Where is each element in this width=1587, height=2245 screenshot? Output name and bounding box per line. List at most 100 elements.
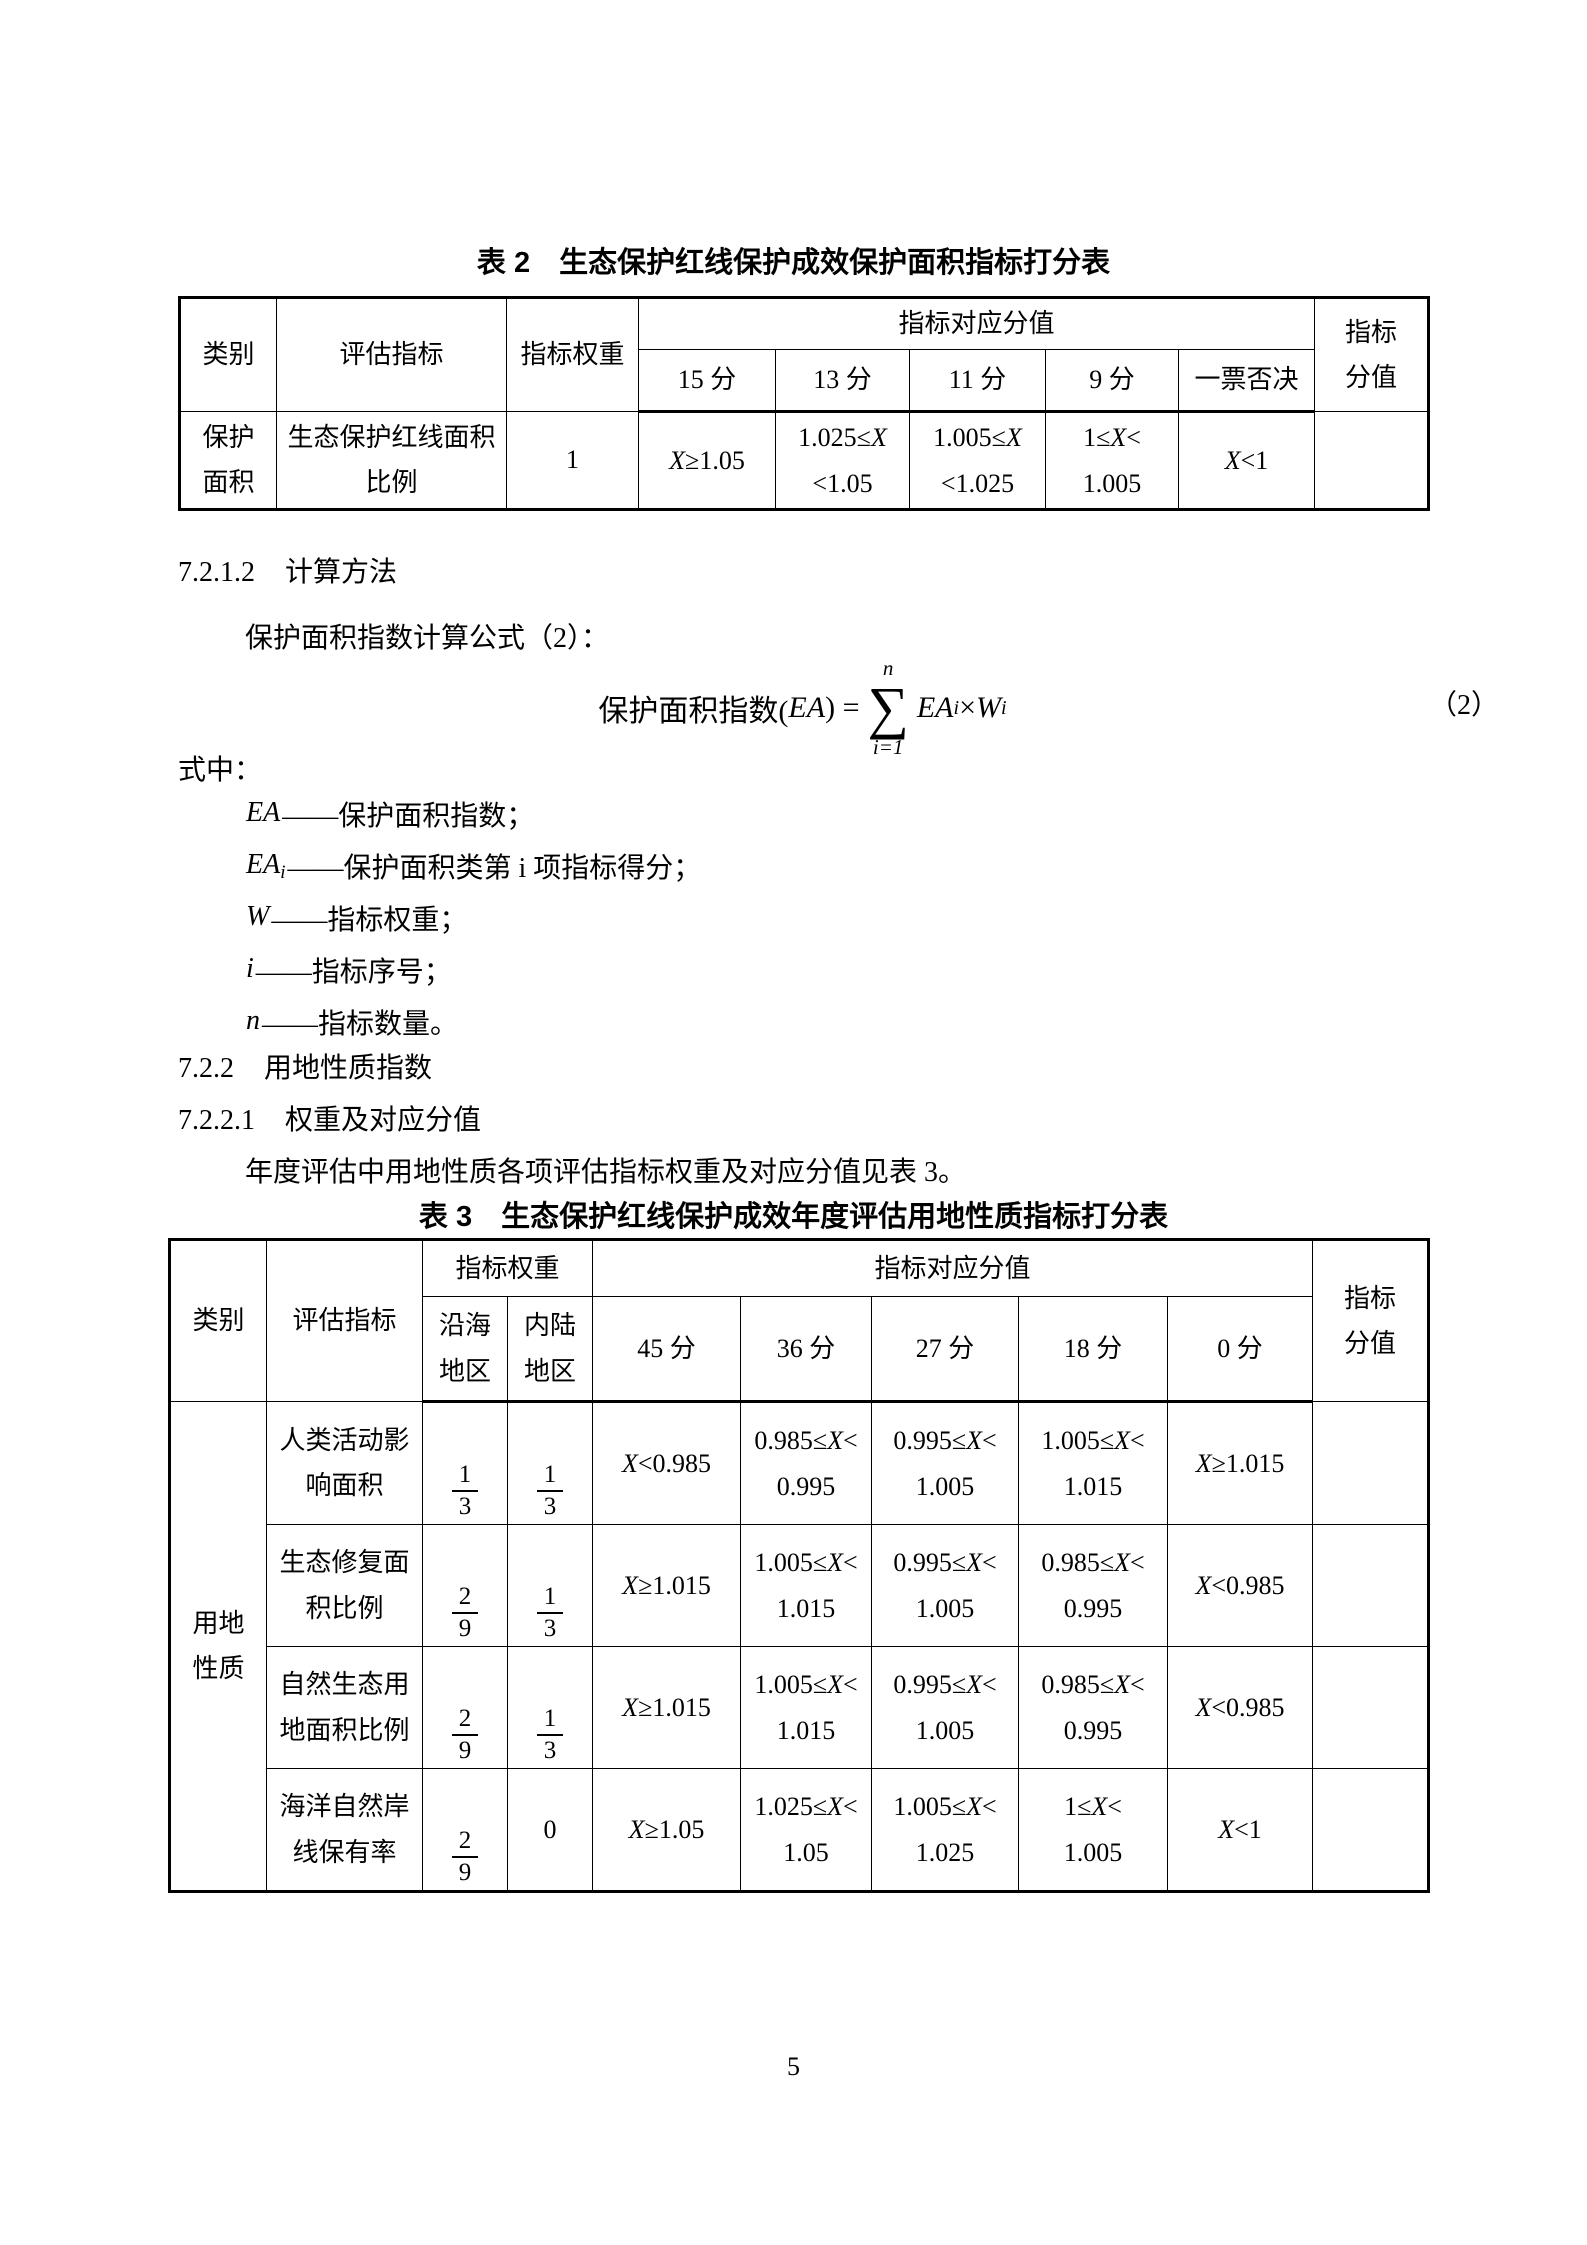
formula-lhs-var: EA xyxy=(788,691,826,724)
table3-cell-score18: 1.005≤X< 1.015 xyxy=(1018,1401,1169,1525)
section-722-title: 用地性质指数 xyxy=(264,1053,433,1084)
table3-cell-final xyxy=(1312,1401,1430,1525)
table2-header-score-band: 指标对应分值 xyxy=(637,297,1316,350)
table3: 类别 评估指标 指标权重 指标对应分值 指标 分值 沿海 地区 内陆 地区 45… xyxy=(168,1238,1431,1893)
table3-header-score-27: 27 分 xyxy=(871,1296,1020,1403)
table2-header-score-9: 9 分 xyxy=(1045,349,1179,413)
where-item-n: n ——指标数量。 xyxy=(246,996,701,1048)
table3-cell-score27: 0.995≤X< 1.005 xyxy=(871,1401,1020,1525)
table3-cell-score0: X<0.985 xyxy=(1167,1646,1314,1769)
table2-cell-veto: X<1 xyxy=(1177,411,1316,510)
table3-cell-score45: X≥1.015 xyxy=(592,1524,742,1647)
formula-lhs-text: 保护面积指数( xyxy=(598,695,789,728)
table2-header-score-15: 15 分 xyxy=(638,349,776,413)
where-symbol-n: n xyxy=(246,1004,260,1036)
table2-header-score-13: 13 分 xyxy=(775,349,910,413)
where-desc-n: ——指标数量。 xyxy=(262,1009,459,1040)
table3-header-score-36: 36 分 xyxy=(740,1296,873,1403)
table3-cell-score0: X<1 xyxy=(1167,1768,1314,1892)
where-item-i: i ——指标序号； xyxy=(246,944,701,996)
where-list: EA ——保护面积指数； EAi ——保护面积类第 i 项指标得分； W ——指… xyxy=(246,788,701,1048)
table3-cell-score18: 1≤X< 1.005 xyxy=(1018,1768,1169,1892)
section-7212-heading: 7.2.1.2 计算方法 xyxy=(178,556,397,590)
where-symbol-eai: EA xyxy=(246,848,281,880)
table3-cell-indicator: 生态修复面 积比例 xyxy=(266,1524,423,1647)
table3-header-score-0: 0 分 xyxy=(1167,1296,1314,1403)
section-722-number: 7.2.2 xyxy=(178,1053,234,1084)
table2-caption: 表 2 生态保护红线保护成效保护面积指标打分表 xyxy=(476,247,1111,279)
table3-cell-final xyxy=(1312,1524,1430,1647)
table3-cell-score45: X<0.985 xyxy=(592,1401,742,1525)
formula-rhs-var2: W xyxy=(976,691,1001,724)
where-desc-i: ——指标序号； xyxy=(255,957,452,988)
table3-caption: 表 3 生态保护红线保护成效年度评估用地性质指标打分表 xyxy=(418,1201,1169,1233)
section-7221-title: 权重及对应分值 xyxy=(285,1105,482,1136)
table3-header-score-18: 18 分 xyxy=(1018,1296,1169,1403)
table3-cell-score45: X≥1.015 xyxy=(592,1646,742,1769)
page-number: 5 xyxy=(787,2052,800,2081)
table3-cell-score27: 0.995≤X< 1.005 xyxy=(871,1646,1020,1769)
table2-header-category: 类别 xyxy=(179,297,277,412)
table2-header-final: 指标 分值 xyxy=(1314,297,1430,412)
table3-cell-indicator: 自然生态用 地面积比例 xyxy=(266,1646,423,1769)
table2-row: 保护 面积 生态保护红线面积 比例 1 X≥1.05 1.025≤X <1.05… xyxy=(179,411,1430,510)
table2-header-veto: 一票否决 xyxy=(1177,349,1316,413)
where-lead: 式中： xyxy=(178,755,263,786)
table3-cell-score36: 1.025≤X< 1.05 xyxy=(740,1768,873,1892)
table3-cell-score45: X≥1.05 xyxy=(592,1768,742,1892)
table3-cell-score27: 0.995≤X< 1.005 xyxy=(871,1524,1020,1647)
sigma-lower-limit: i=1 xyxy=(872,734,904,759)
table2-cell-weight: 1 xyxy=(506,411,639,510)
table2-header-score-11: 11 分 xyxy=(909,349,1046,413)
where-symbol-w: W xyxy=(246,900,270,932)
section-7212-number: 7.2.1.2 xyxy=(178,557,255,588)
section-722-heading: 7.2.2 用地性质指数 xyxy=(178,1052,432,1086)
table3-header-inland: 内陆 地区 xyxy=(506,1296,594,1403)
table2-cell-final xyxy=(1314,411,1430,510)
table3-cell-score36: 0.985≤X< 0.995 xyxy=(740,1401,873,1525)
where-symbol-ea: EA xyxy=(246,796,281,828)
formula-rhs-var1: EA xyxy=(916,691,954,724)
table3-cell-score0: X≥1.015 xyxy=(1167,1401,1314,1525)
where-symbol-i: i xyxy=(246,952,254,984)
table2-header-indicator: 评估指标 xyxy=(276,297,507,412)
table3-header-coastal: 沿海 地区 xyxy=(422,1296,508,1403)
section-7212-title: 计算方法 xyxy=(285,557,398,588)
formula-lhs-close: ) = xyxy=(825,691,860,724)
formula-intro: 保护面积指数计算公式（2）： xyxy=(245,623,610,654)
table3-cell-score18: 0.985≤X< 0.995 xyxy=(1018,1646,1169,1769)
section-7221-number: 7.2.2.1 xyxy=(178,1105,255,1136)
where-desc-eai: ——保护面积类第 i 项指标得分； xyxy=(287,853,702,884)
section-7221-heading: 7.2.2.1 权重及对应分值 xyxy=(178,1104,481,1138)
table2: 类别 评估指标 指标权重 指标对应分值 指标 分值 15 分 13 分 11 分… xyxy=(178,296,1431,511)
formula-rhs-times: × xyxy=(959,691,976,724)
sigma-symbol: n ∑ i=1 xyxy=(868,657,909,758)
table2-cell-score11: 1.005≤X <1.025 xyxy=(909,411,1046,510)
table3-cell-category: 用地 性质 xyxy=(169,1401,267,1892)
table2-cell-category: 保护 面积 xyxy=(179,411,277,510)
equation-number: （2） xyxy=(1428,690,1499,721)
table3-cell-score18: 0.985≤X< 0.995 xyxy=(1018,1524,1169,1647)
paragraph-7221: 年度评估中用地性质各项评估指标权重及对应分值见表 3。 xyxy=(245,1157,967,1188)
table3-cell-score27: 1.005≤X< 1.025 xyxy=(871,1768,1020,1892)
table3-cell-inland-weight: 0 xyxy=(506,1768,594,1892)
table3-cell-indicator: 人类活动影 响面积 xyxy=(266,1401,423,1525)
where-item-w: W ——指标权重； xyxy=(246,892,701,944)
